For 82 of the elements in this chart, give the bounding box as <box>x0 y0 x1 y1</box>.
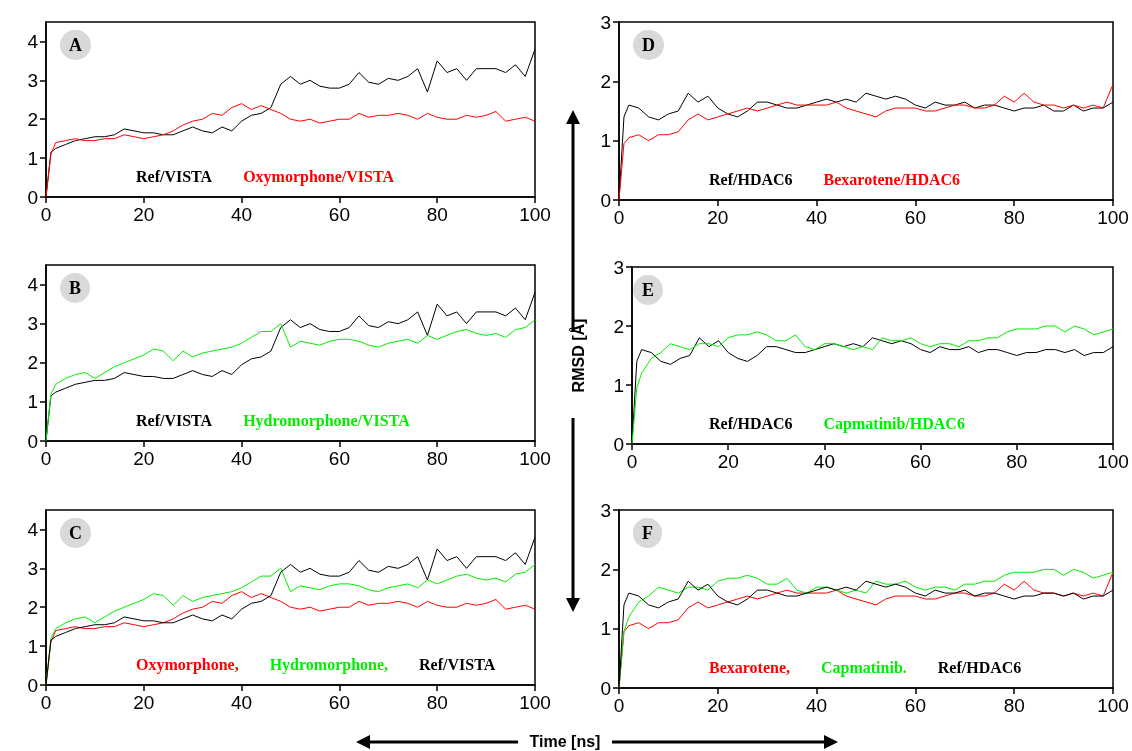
x-tick-label: 60 <box>328 204 350 225</box>
x-tick-label: 100 <box>1097 207 1129 228</box>
x-tick-label: 60 <box>904 695 926 716</box>
y-tick-label: 3 <box>613 256 624 278</box>
x-tick-label: 80 <box>1003 695 1025 716</box>
x-tick-label: 40 <box>806 695 828 716</box>
x-tick-label: 40 <box>231 448 253 469</box>
text: Ref/VISTA <box>136 411 213 429</box>
x-tick-label: 100 <box>1097 695 1129 716</box>
text: Oxymorphone/VISTA <box>243 167 395 186</box>
y-tick-label: 3 <box>27 69 38 91</box>
y-tick-label: 3 <box>600 499 611 521</box>
x-tick-label: 100 <box>1097 451 1129 472</box>
text: Ref/VISTA <box>419 655 496 673</box>
y-tick-label: 1 <box>27 147 38 169</box>
y-tick-label: 3 <box>600 11 611 33</box>
y-tick-label: 0 <box>600 189 611 211</box>
x-tick-label: 80 <box>426 692 448 713</box>
x-tick-label: 60 <box>904 207 926 228</box>
y-tick-label: 4 <box>27 30 39 52</box>
y-tick-label: 2 <box>27 108 38 130</box>
x-tick-label: 20 <box>133 448 155 469</box>
y-tick-label: 2 <box>27 596 38 618</box>
y-tick-label: 1 <box>600 130 611 152</box>
x-tick-label: 80 <box>426 204 448 225</box>
x-tick-label: 20 <box>717 451 739 472</box>
x-tick-label: 0 <box>40 692 52 713</box>
x-tick-label: 0 <box>626 451 638 472</box>
y-tick-label: 1 <box>27 391 38 413</box>
y-tick-label: 3 <box>27 557 38 579</box>
y-tick-label: 2 <box>27 352 38 374</box>
text: Bexarotene, <box>709 658 791 676</box>
y-tick-label: 0 <box>27 674 38 696</box>
x-tick-label: 80 <box>1003 207 1025 228</box>
text: C <box>69 523 82 543</box>
y-tick-label: 3 <box>27 313 38 335</box>
y-tick-label: 2 <box>600 558 611 580</box>
text: Capmatinib/HDAC6 <box>823 414 965 433</box>
x-tick-label: 80 <box>426 448 448 469</box>
text: Bexarotene/HDAC6 <box>823 170 961 188</box>
text: F <box>642 523 653 543</box>
x-tick-label: 20 <box>707 695 729 716</box>
text: Ref/HDAC6 <box>709 170 793 188</box>
y-tick-label: 4 <box>27 518 39 540</box>
series-label: Oxymorphone, <box>136 655 239 674</box>
x-tick-label: 60 <box>910 451 932 472</box>
y-tick-label: 0 <box>600 677 611 699</box>
x-tick-label: 40 <box>813 451 835 472</box>
x-tick-label: 0 <box>40 448 52 469</box>
y-tick-label: 2 <box>600 70 611 92</box>
x-tick-label: 20 <box>133 204 155 225</box>
x-tick-label: 60 <box>328 448 350 469</box>
text: Hydromorphone/VISTA <box>243 411 411 430</box>
x-tick-label: 40 <box>231 204 253 225</box>
text: E <box>642 280 655 300</box>
y-tick-label: 2 <box>613 315 624 337</box>
x-tick-label: 20 <box>133 692 155 713</box>
text: Ref/HDAC6 <box>937 658 1022 676</box>
x-tick-label: 60 <box>328 692 350 713</box>
x-tick-label: 40 <box>806 207 828 228</box>
text: Ref/VISTA <box>136 167 213 185</box>
y-tick-label: 1 <box>613 374 624 396</box>
text: Capmatinib. <box>821 658 907 677</box>
x-tick-label: 40 <box>231 692 253 713</box>
x-tick-label: 20 <box>707 207 729 228</box>
y-tick-label: 1 <box>600 618 611 640</box>
x-axis-title: Time [ns] <box>529 732 601 750</box>
text: D <box>642 35 655 55</box>
y-tick-label: 0 <box>613 433 624 455</box>
text: A <box>69 35 82 55</box>
x-tick-label: 0 <box>40 204 52 225</box>
x-tick-label: 100 <box>519 448 551 469</box>
y-tick-label: 0 <box>27 430 38 452</box>
text: Hydromorphone, <box>269 655 389 674</box>
y-tick-label: 4 <box>27 274 39 296</box>
y-tick-label: 1 <box>27 635 38 657</box>
x-tick-label: 100 <box>519 204 551 225</box>
y-tick-label: 0 <box>27 186 38 208</box>
x-tick-label: 80 <box>1006 451 1028 472</box>
text: B <box>69 278 82 298</box>
text: Ref/HDAC6 <box>709 414 793 432</box>
x-tick-label: 100 <box>519 692 551 713</box>
